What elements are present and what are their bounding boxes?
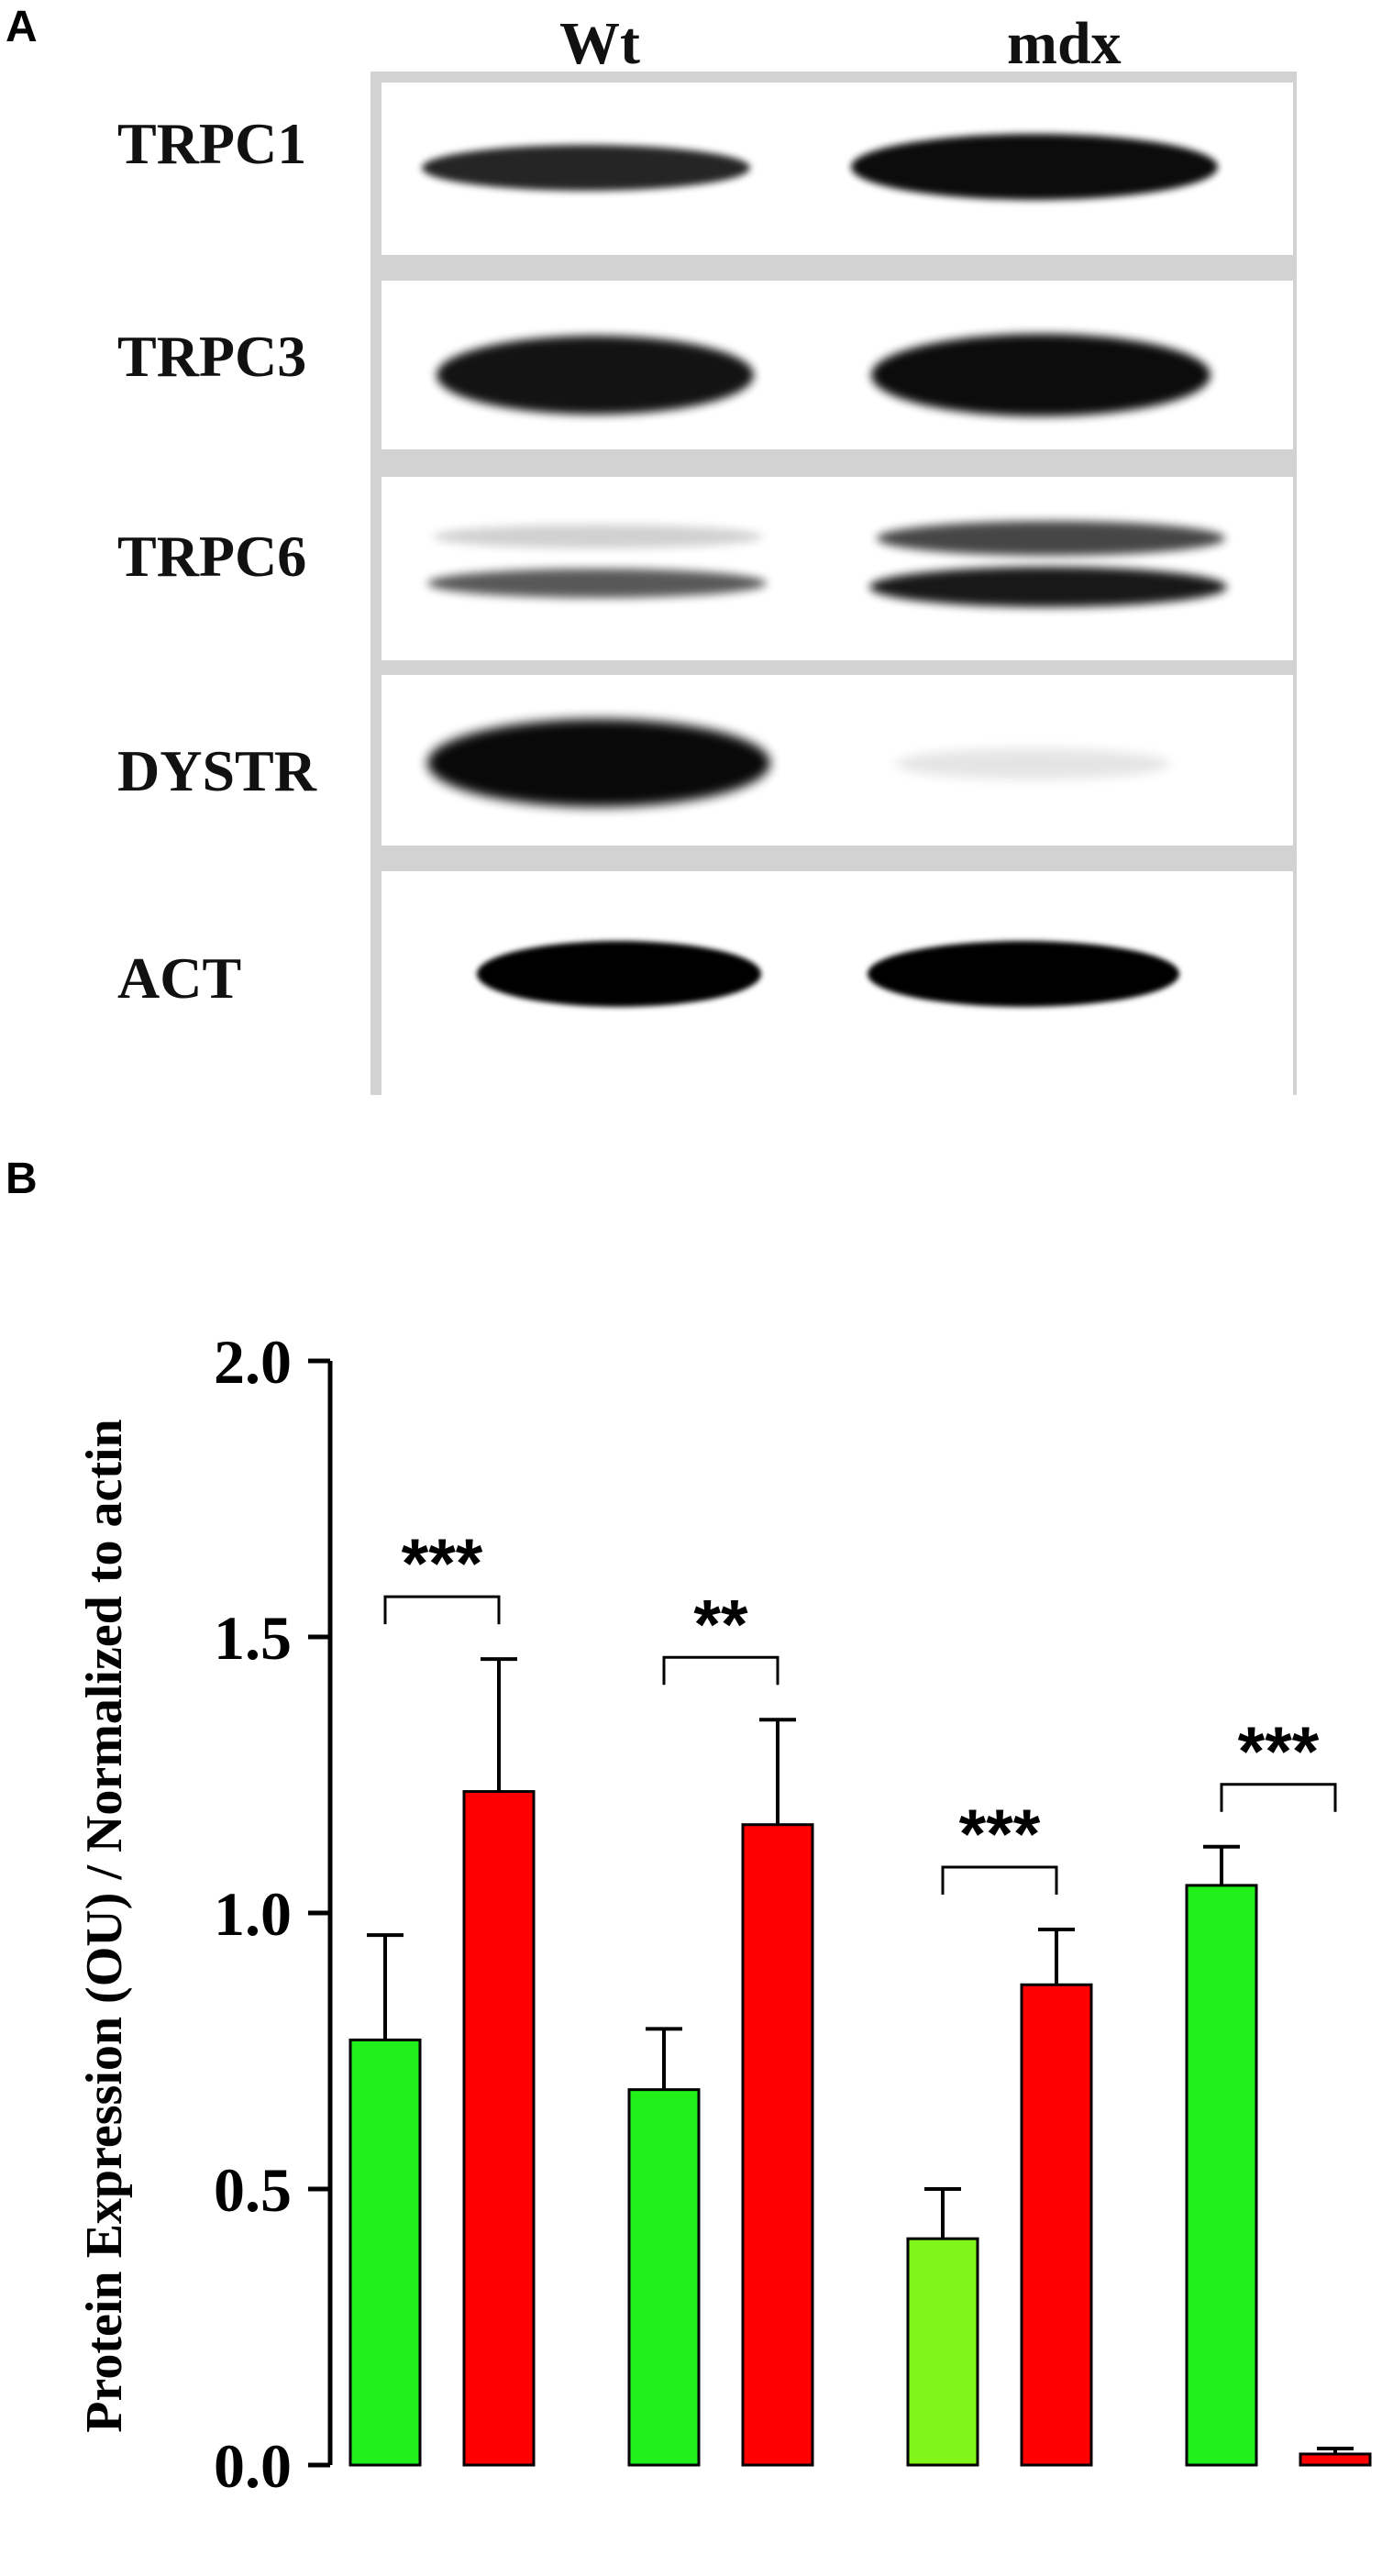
lane-label-wt: Wt (559, 10, 640, 77)
blot-strip-trpc3 (381, 281, 1293, 449)
y-axis-title: Protein Expression (OU) / Normalized to … (76, 1419, 133, 2432)
row-label-trpc6: TRPC6 (117, 524, 307, 589)
blot-band (871, 334, 1211, 416)
bar (1185, 1884, 1258, 2467)
blot-band (437, 336, 754, 415)
blot-band (427, 719, 770, 807)
bar-chart: 0.0 0.5 1.0 1.5 2.0 Protein Expression (OU) /… (76, 1327, 1372, 2501)
bar (906, 2237, 979, 2467)
blot-band (868, 941, 1179, 1007)
blot-band (433, 525, 763, 548)
significance-bracket (1220, 1783, 1337, 1812)
y-tick-label: 1.5 (214, 1603, 292, 1673)
bar (1299, 2452, 1372, 2467)
blot-band (895, 748, 1170, 779)
blot-strip-trpc1 (381, 83, 1293, 255)
row-label-act: ACT (117, 945, 242, 1011)
y-tick-label: 2.0 (214, 1327, 292, 1397)
significance-bracket (383, 1595, 501, 1625)
significance-bracket (941, 1865, 1058, 1896)
bar (741, 1823, 814, 2467)
blot-band (877, 521, 1225, 556)
significance-label: *** (1238, 1713, 1320, 1791)
blot-strip-dystr (381, 675, 1293, 846)
blot-band (869, 567, 1227, 607)
blot-band (477, 941, 761, 1007)
blot-strip-trpc6 (381, 477, 1293, 660)
blot-band (422, 145, 750, 191)
row-label-trpc3: TRPC3 (117, 324, 307, 389)
y-tick-label: 1.0 (214, 1879, 292, 1949)
row-label-trpc1: TRPC1 (117, 111, 307, 176)
panel-b-letter: B (6, 1155, 38, 1203)
blot-strip-act (381, 871, 1293, 1095)
significance-label: *** (402, 1525, 483, 1603)
row-label-dystr: DYSTR (117, 738, 316, 803)
bar (348, 2038, 422, 2467)
bar (627, 2088, 701, 2467)
bar (462, 1790, 536, 2467)
y-tick-label: 0.0 (214, 2431, 292, 2501)
significance-label: ** (693, 1586, 748, 1664)
significance-label: *** (959, 1796, 1041, 1874)
y-tick-label: 0.5 (214, 2155, 292, 2225)
significance-bracket (662, 1655, 779, 1686)
blot-band (851, 134, 1218, 200)
lane-label-mdx: mdx (1007, 10, 1122, 77)
blot-band (427, 569, 767, 598)
bar (1020, 1983, 1093, 2467)
panel-a-letter: A (6, 3, 38, 51)
